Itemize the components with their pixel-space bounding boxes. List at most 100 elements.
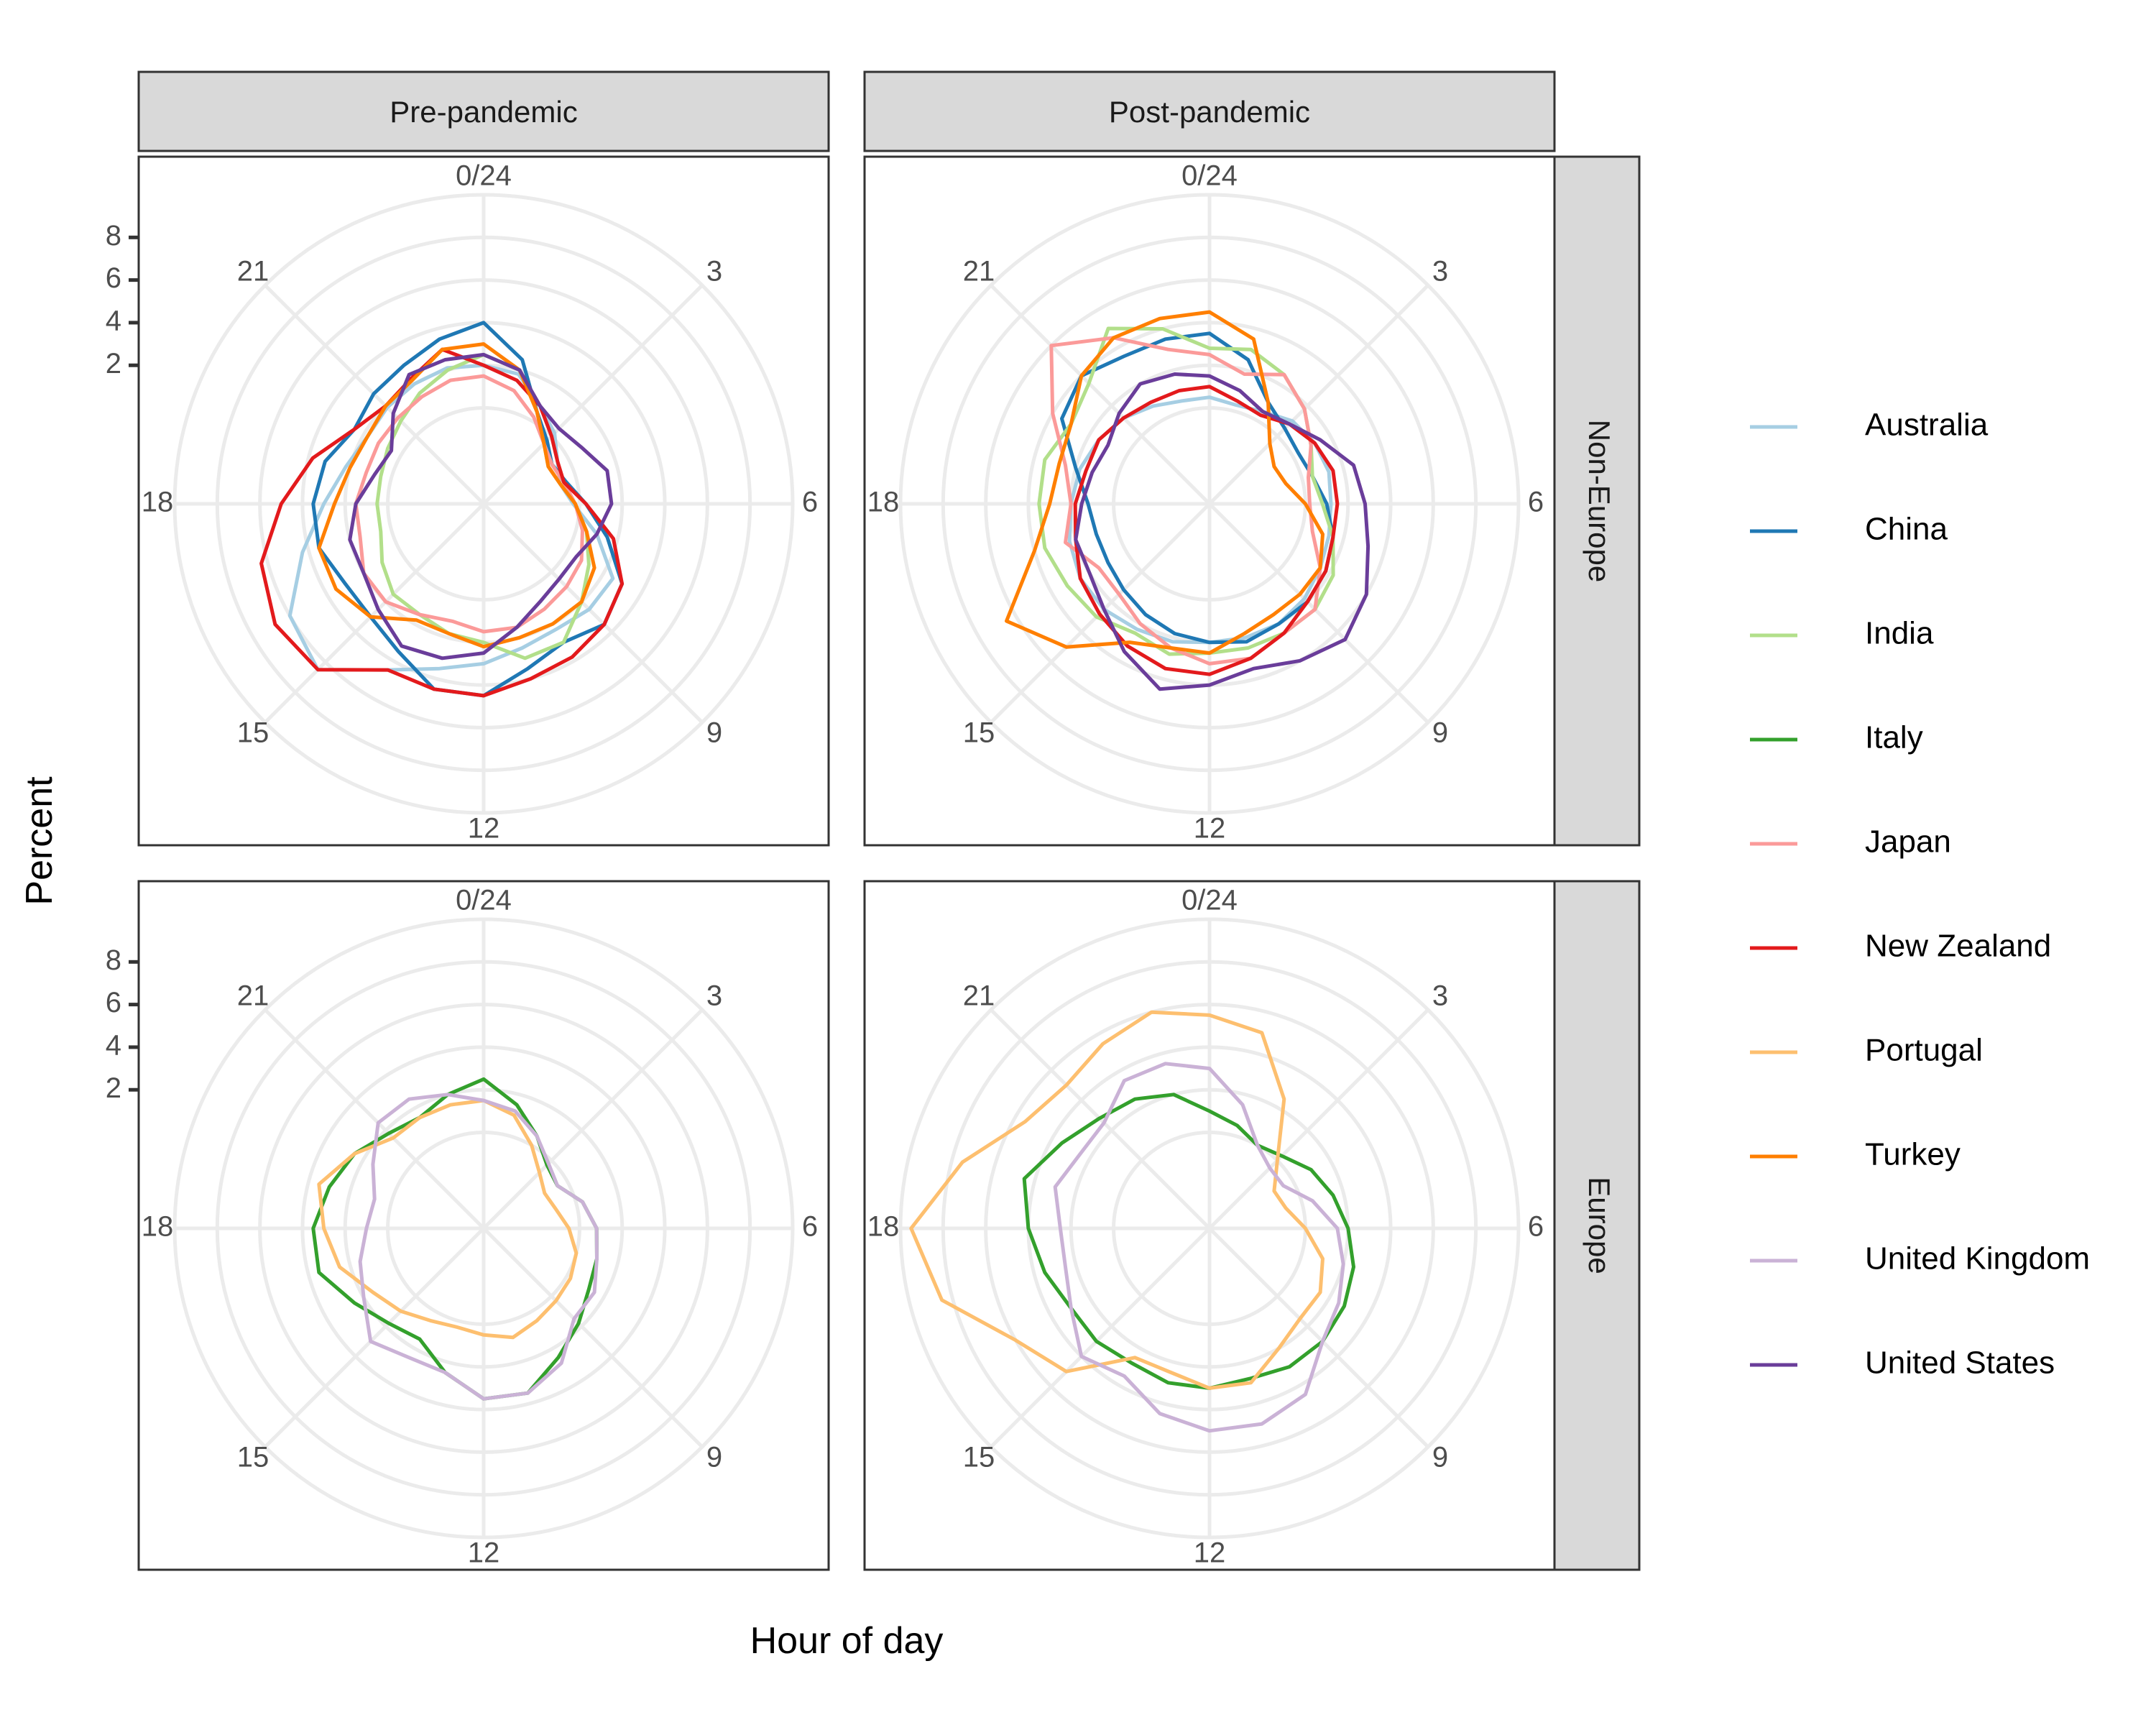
series-line-portugal xyxy=(317,1098,579,1340)
hour-label: 12 xyxy=(468,1537,500,1569)
panel-post-pandemic-non-europe: 0/24 3 6 9 12 15 18 21 xyxy=(863,155,1556,847)
hour-label: 6 xyxy=(802,1211,818,1243)
strip-post-pandemic xyxy=(863,70,1556,152)
series-line-portugal xyxy=(909,1010,1325,1390)
grid-spoke xyxy=(264,502,485,724)
hour-label: 21 xyxy=(237,980,270,1012)
hour-label: 21 xyxy=(963,980,995,1012)
y-tick-label: 6 xyxy=(106,262,121,294)
hour-label: 0/24 xyxy=(1181,885,1238,916)
legend-label: Turkey xyxy=(1865,1137,1961,1172)
legend-label: Italy xyxy=(1865,720,1923,755)
series-line-china xyxy=(1060,331,1335,645)
series-line-united-kingdom xyxy=(358,1092,599,1401)
hour-label: 6 xyxy=(1528,487,1544,518)
strip-label-non-europe: Non-Europe xyxy=(1583,420,1616,582)
hour-label: 15 xyxy=(963,1442,995,1473)
legend-label: United Kingdom xyxy=(1865,1241,2090,1276)
hour-label: 18 xyxy=(142,487,174,518)
y-tick-label: 2 xyxy=(106,1072,121,1104)
legend-label: Japan xyxy=(1865,824,1951,860)
legend-item: Italy xyxy=(1750,720,1923,755)
hour-label: 9 xyxy=(1432,717,1448,749)
series-line-new-zealand xyxy=(259,347,625,698)
grid-spoke xyxy=(1208,284,1429,505)
grid-spoke xyxy=(482,502,704,724)
panel-border xyxy=(137,155,830,847)
series-line-united-states xyxy=(1074,372,1370,691)
y-tick-label: 6 xyxy=(106,987,121,1018)
series-line-japan xyxy=(1049,336,1322,666)
panel-pre-pandemic-non-europe: 0/24 3 6 9 12 15 18 21 xyxy=(137,155,830,847)
hour-label: 3 xyxy=(1432,256,1448,288)
y-axis-europe: 2 4 6 8 xyxy=(106,944,139,1104)
hour-label: 0/24 xyxy=(456,885,512,916)
series-line-japan xyxy=(354,374,584,634)
hour-label: 12 xyxy=(468,813,500,845)
panel-border xyxy=(863,880,1556,1571)
hour-label: 6 xyxy=(802,487,818,518)
legend-item: New Zealand xyxy=(1750,929,2051,964)
panel-pre-pandemic-europe: 0/24 3 6 9 12 15 18 21 xyxy=(137,880,830,1571)
strip-europe xyxy=(1553,880,1641,1571)
legend-item: China xyxy=(1750,512,1948,547)
legend-label: China xyxy=(1865,512,1948,547)
y-tick-label: 4 xyxy=(106,305,121,336)
grid-spoke xyxy=(482,1008,704,1230)
series-line-turkey xyxy=(1005,310,1325,656)
legend-label: Australia xyxy=(1865,408,1989,443)
legend-label: Portugal xyxy=(1865,1033,1983,1068)
grid-spoke xyxy=(482,284,704,505)
strip-label-pre-pandemic: Pre-pandemic xyxy=(390,95,577,129)
x-axis-title: Hour of day xyxy=(750,1620,944,1662)
series-line-united-states xyxy=(348,352,614,661)
hour-label: 18 xyxy=(142,1211,174,1243)
y-tick-label: 8 xyxy=(106,220,121,252)
legend-label: New Zealand xyxy=(1865,929,2051,964)
y-tick-label: 4 xyxy=(106,1029,121,1061)
strip-non-europe xyxy=(1553,155,1641,847)
legend-item: United Kingdom xyxy=(1750,1241,2090,1276)
strip-label-post-pandemic: Post-pandemic xyxy=(1109,95,1310,129)
hour-label: 3 xyxy=(706,980,722,1012)
series-line-turkey xyxy=(317,342,596,649)
legend-item: Japan xyxy=(1750,824,1951,860)
hour-label: 12 xyxy=(1194,1537,1226,1569)
series-line-new-zealand xyxy=(1073,385,1340,676)
y-axis-non-europe: 2 4 6 8 xyxy=(106,220,139,380)
y-tick-label: 8 xyxy=(106,944,121,976)
hour-label: 21 xyxy=(237,256,270,288)
grid-spoke xyxy=(1208,502,1429,724)
series-line-united-kingdom xyxy=(1053,1062,1345,1433)
strip-pre-pandemic xyxy=(137,70,830,152)
hour-label: 12 xyxy=(1194,813,1226,845)
y-tick-label: 2 xyxy=(106,348,121,380)
legend-item: Turkey xyxy=(1750,1137,1961,1172)
hour-label: 9 xyxy=(1432,1442,1448,1473)
grid-spoke xyxy=(1208,1227,1429,1448)
hour-label: 3 xyxy=(706,256,722,288)
y-axis-title: Percent xyxy=(19,776,60,906)
grid-spoke xyxy=(264,1008,485,1230)
strip-label-europe: Europe xyxy=(1583,1177,1616,1274)
grid-spoke xyxy=(264,1227,485,1448)
hour-label: 18 xyxy=(867,1211,900,1243)
grid-spoke xyxy=(482,1227,704,1448)
legend-item: India xyxy=(1750,616,1934,651)
hour-label: 9 xyxy=(706,717,722,749)
legend-item: United States xyxy=(1750,1346,2055,1381)
legend-item: Portugal xyxy=(1750,1033,1983,1068)
hour-label: 15 xyxy=(237,1442,270,1473)
panel-post-pandemic-europe: 0/24 3 6 9 12 15 18 21 xyxy=(863,880,1556,1571)
panel-border xyxy=(137,880,830,1571)
hour-label: 0/24 xyxy=(456,160,512,192)
hour-label: 9 xyxy=(706,1442,722,1473)
legend-label: United States xyxy=(1865,1346,2055,1381)
hour-label: 0/24 xyxy=(1181,160,1238,192)
legend-item: Australia xyxy=(1750,408,1989,443)
grid-spoke xyxy=(990,284,1211,505)
hour-label: 6 xyxy=(1528,1211,1544,1243)
panel-border xyxy=(863,155,1556,847)
hour-label: 21 xyxy=(963,256,995,288)
